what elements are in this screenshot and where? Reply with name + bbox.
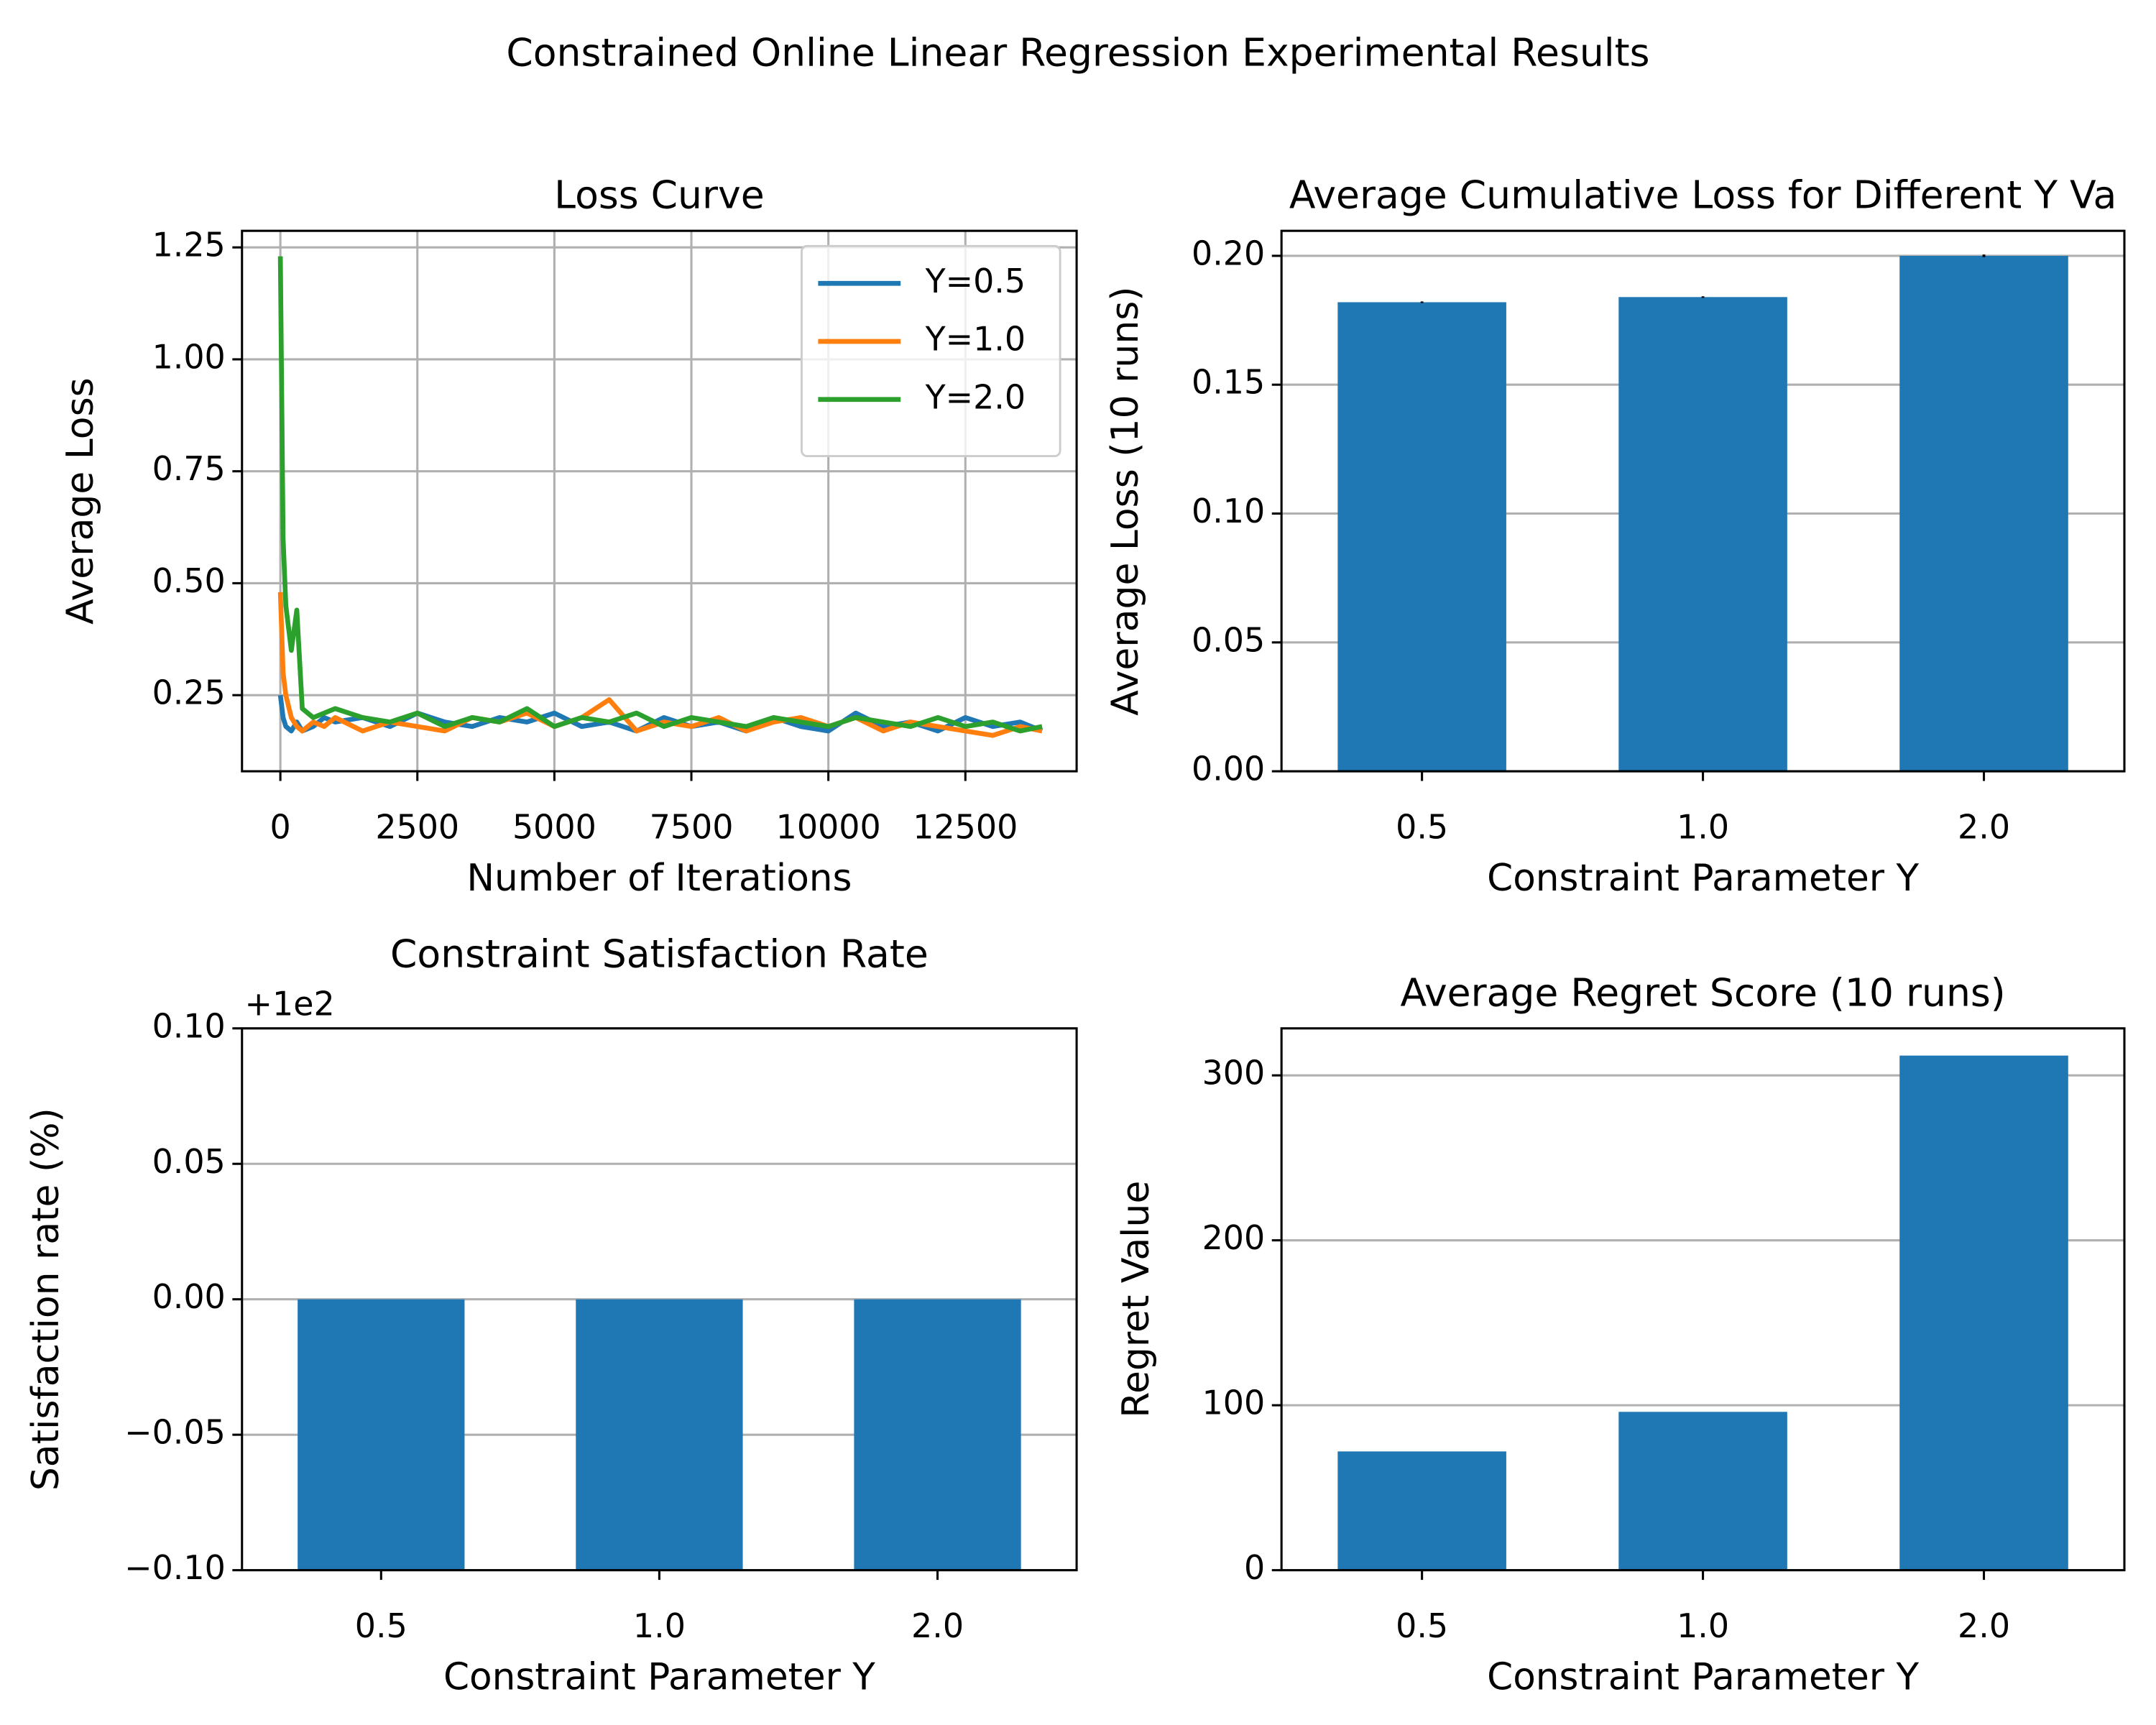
x-axis-label: Constraint Parameter Y xyxy=(1487,1655,1919,1698)
legend-label: Y=1.0 xyxy=(925,319,1026,358)
y-tick-label: 0.05 xyxy=(1192,620,1265,659)
y-tick-label: 1.25 xyxy=(152,226,226,264)
y-tick-label: 0 xyxy=(1244,1548,1265,1587)
x-tick-label: 1.0 xyxy=(1677,807,1729,846)
bar xyxy=(1618,1412,1787,1570)
bar xyxy=(1899,1055,2068,1570)
bar xyxy=(1618,297,1787,772)
axes-frame xyxy=(1280,229,2126,773)
x-axis-label: Constraint Parameter Y xyxy=(443,1655,875,1698)
line-series xyxy=(277,256,1043,734)
y-tick-label: 0.50 xyxy=(152,561,226,600)
y-tick-label: 100 xyxy=(1202,1384,1266,1422)
bar xyxy=(1337,302,1506,772)
y-tick-label: 0.20 xyxy=(1192,234,1265,272)
legend-box xyxy=(800,244,1061,458)
bar xyxy=(1337,1451,1506,1570)
x-tick-label: 7500 xyxy=(650,807,734,846)
x-axis-label: Constraint Parameter Y xyxy=(1487,857,1919,900)
x-tick-label: 12500 xyxy=(913,807,1018,846)
chart-title: Loss Curve xyxy=(554,172,764,218)
y-tick-label: 0.10 xyxy=(1192,492,1265,530)
x-tick-label: 2500 xyxy=(375,807,459,846)
bar xyxy=(576,1299,743,1570)
x-tick-label: 0 xyxy=(270,807,291,846)
y-tick-label: 1.00 xyxy=(152,337,226,376)
y-axis-label: Average Loss xyxy=(59,377,102,625)
y-tick-label: −0.05 xyxy=(124,1413,226,1452)
x-axis-label: Number of Iterations xyxy=(466,857,852,900)
x-tick-label: 10000 xyxy=(776,807,881,846)
offset-text: +1e2 xyxy=(245,984,335,1023)
y-tick-label: 0.15 xyxy=(1192,363,1265,402)
axes-frame xyxy=(241,229,1078,773)
figure-title: Constrained Online Linear Regression Exp… xyxy=(506,29,1649,75)
y-tick-label: 0.75 xyxy=(152,449,226,488)
y-tick-label: −0.10 xyxy=(124,1548,226,1587)
x-tick-label: 5000 xyxy=(512,807,596,846)
x-tick-label: 1.0 xyxy=(633,1606,686,1645)
bar xyxy=(854,1299,1021,1570)
chart-title: Average Cumulative Loss for Different Y … xyxy=(1289,172,2116,218)
axes-frame xyxy=(241,1027,1078,1572)
bar xyxy=(298,1299,465,1570)
y-tick-label: 0.10 xyxy=(152,1006,226,1045)
y-tick-label: 0.25 xyxy=(152,673,226,712)
axes-frame xyxy=(1280,1027,2126,1572)
x-tick-label: 2.0 xyxy=(1958,1606,2010,1645)
x-tick-label: 2.0 xyxy=(911,1606,964,1645)
x-tick-label: 1.0 xyxy=(1677,1606,1729,1645)
chart-title: Average Regret Score (10 runs) xyxy=(1400,970,2005,1015)
bar xyxy=(1899,255,2068,772)
y-tick-label: 0.05 xyxy=(152,1142,226,1181)
y-axis-label: Regret Value xyxy=(1115,1181,1158,1418)
y-tick-label: 0.00 xyxy=(152,1277,226,1316)
chart-title: Constraint Satisfaction Rate xyxy=(390,931,929,976)
y-tick-label: 200 xyxy=(1202,1218,1266,1257)
y-tick-label: 0.00 xyxy=(1192,749,1265,788)
x-tick-label: 0.5 xyxy=(355,1606,407,1645)
y-axis-label: Satisfaction rate (%) xyxy=(24,1108,68,1491)
y-axis-label: Average Loss (10 runs) xyxy=(1104,286,1147,715)
x-tick-label: 0.5 xyxy=(1396,1606,1448,1645)
legend-label: Y=2.0 xyxy=(925,377,1026,416)
x-tick-label: 2.0 xyxy=(1958,807,2010,846)
y-tick-label: 300 xyxy=(1202,1054,1266,1092)
legend-label: Y=0.5 xyxy=(925,262,1026,300)
x-tick-label: 0.5 xyxy=(1396,807,1448,846)
